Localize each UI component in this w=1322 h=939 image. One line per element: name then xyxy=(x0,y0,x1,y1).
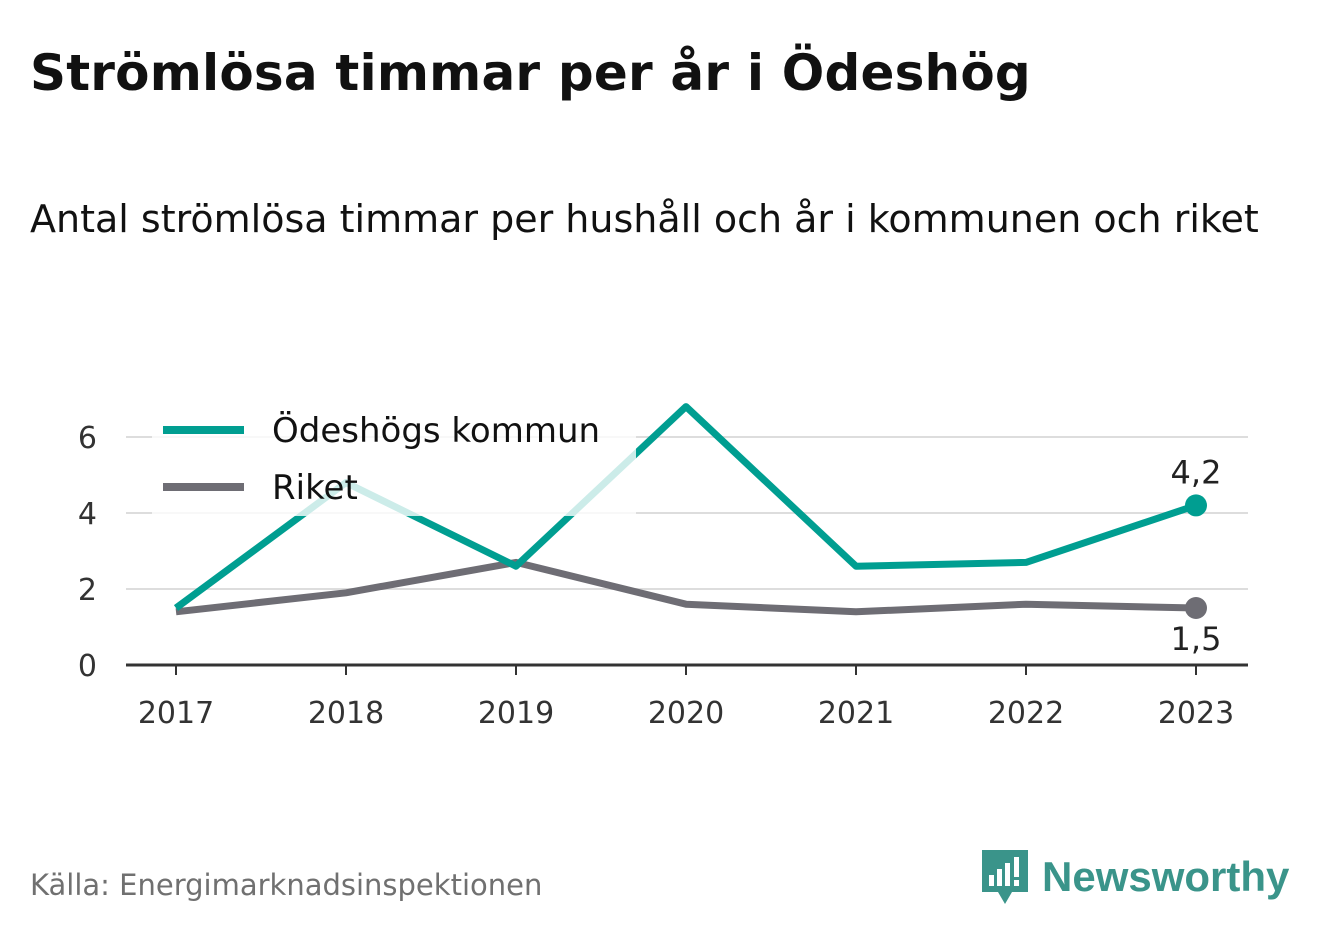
legend-background xyxy=(152,398,636,516)
brand-name: Newsworthy xyxy=(1042,853,1290,900)
x-tick-label: 2018 xyxy=(308,696,384,731)
y-tick-label: 6 xyxy=(78,421,97,456)
end-value-label: 1,5 xyxy=(1171,620,1222,658)
chart-subtitle: Antal strömlösa timmar per hushåll och å… xyxy=(30,197,1259,241)
x-tick-label: 2022 xyxy=(988,696,1064,731)
x-tick-label: 2020 xyxy=(648,696,724,731)
newsworthy-logo-icon xyxy=(982,850,1028,904)
y-tick-label: 4 xyxy=(78,497,97,532)
brand-logo[interactable]: Newsworthy xyxy=(980,848,1289,906)
end-point xyxy=(1185,494,1207,517)
x-tick-label: 2021 xyxy=(818,696,894,731)
end-point xyxy=(1185,597,1207,619)
y-tick-label: 2 xyxy=(78,573,97,608)
x-tick-label: 2017 xyxy=(138,696,214,731)
legend-label: Riket xyxy=(272,468,358,508)
y-tick-label: 0 xyxy=(78,649,97,684)
legend: Ödeshögs kommun Riket xyxy=(152,398,636,516)
series-line-riket xyxy=(175,558,1197,616)
x-tick-label: 2023 xyxy=(1158,696,1234,731)
source-note: Källa: Energimarknadsinspektionen xyxy=(30,868,543,902)
x-tick-label: 2019 xyxy=(478,696,554,731)
y-axis-ticks: 0 2 4 6 xyxy=(78,421,97,684)
x-axis-ticks: 2017 2018 2019 2020 2021 2022 2023 xyxy=(138,665,1234,731)
chart-title: Strömlösa timmar per år i Ödeshög xyxy=(30,44,1031,102)
end-labels: 4,2 1,5 xyxy=(1171,453,1222,658)
end-value-label: 4,2 xyxy=(1171,453,1222,491)
legend-label: Ödeshögs kommun xyxy=(272,410,600,451)
